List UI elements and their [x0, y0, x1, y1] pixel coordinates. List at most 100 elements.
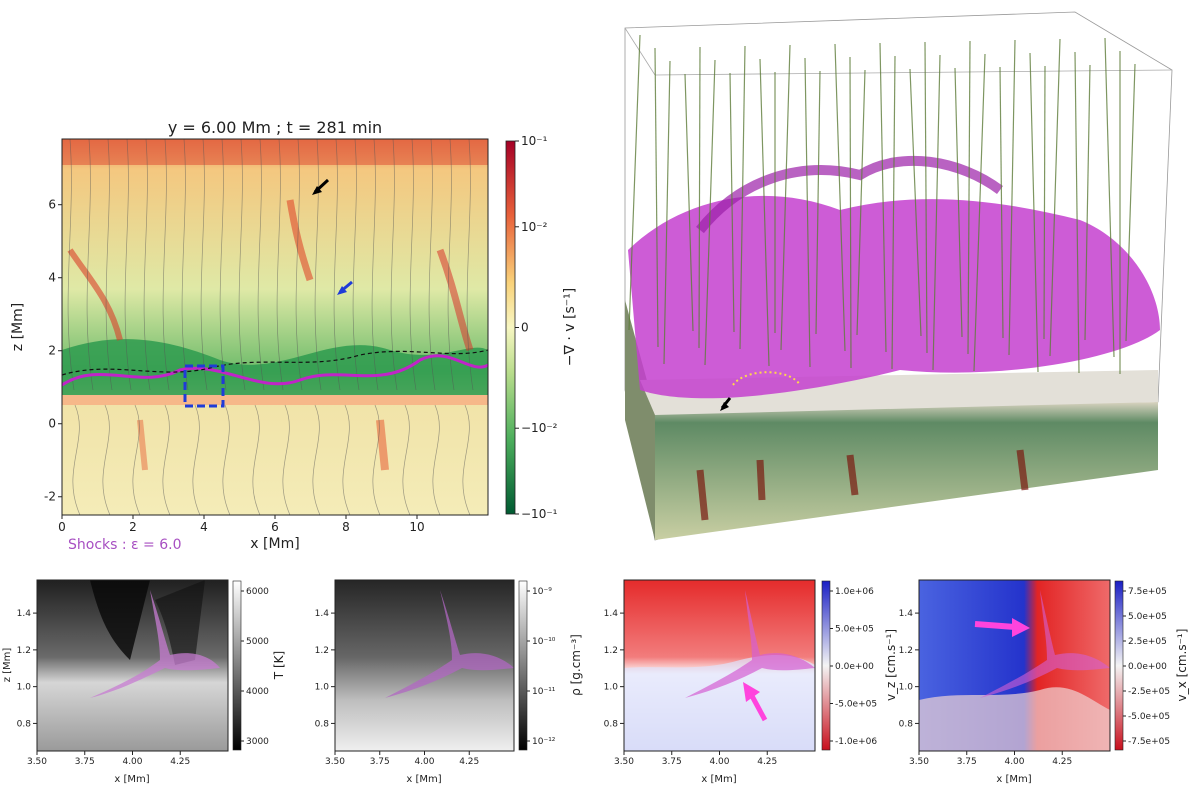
- field-line: [222, 404, 231, 515]
- panel-x-tick-label: 3.50: [27, 757, 47, 767]
- vx-colorbar-label: v_x [cm.s⁻¹]: [1175, 629, 1189, 702]
- main-x-tick-label: 0: [58, 520, 66, 534]
- field-line-3d: [780, 44, 791, 351]
- field-line-3d: [834, 43, 846, 352]
- field-line: [314, 139, 322, 391]
- panel-cb-tick-label: -5.0e+05: [1128, 712, 1170, 722]
- density-chart: 3.50 3.75 4.00 4.25 0.81.01.21.4 10⁻⁹10⁻¹⁰1…: [315, 579, 583, 785]
- panel-cb-tick-label: 3000: [246, 737, 269, 747]
- field-line-3d: [628, 34, 641, 331]
- main-ylabel: z [Mm]: [10, 303, 26, 351]
- field-line-3d: [759, 58, 770, 367]
- main-cb-tick-label: 0: [521, 321, 529, 335]
- field-line-3d: [804, 57, 811, 368]
- field-line: [312, 404, 321, 515]
- vx-arrow: [974, 621, 1016, 630]
- panel-x-tick-label: 3.50: [909, 757, 929, 767]
- panel-cb-tick-label: 1.0e+06: [835, 587, 874, 597]
- panel-cb-tick-label: 0.0e+00: [835, 662, 874, 672]
- vx-y-axis: 0.8 1.0 1.2 1.4: [899, 609, 919, 729]
- temperature-ylabel: z [Mm]: [2, 648, 13, 683]
- panel-x-tick-label: 4.25: [459, 757, 479, 767]
- panel-x-tick-label: 4.25: [170, 757, 190, 767]
- temperature-x-axis: 3.50 3.75 4.00 4.25: [27, 751, 190, 767]
- panel-cb-tick-label: -2.5e+05: [1128, 687, 1170, 697]
- highlight-box: [183, 364, 225, 408]
- field-line-3d: [1074, 51, 1080, 374]
- field-line: [432, 404, 441, 515]
- field-line-3d: [698, 46, 701, 349]
- panel-y-tick-label: 0.8: [315, 719, 330, 729]
- field-line-3d: [999, 66, 1004, 339]
- field-line: [466, 139, 474, 391]
- field-line-3d: [1084, 64, 1091, 341]
- panel-cb-tick-label: 10⁻¹²: [532, 737, 556, 747]
- panel-cb-tick-label: -1.0e+06: [835, 737, 877, 747]
- main-title: y = 6.00 Mm ; t = 281 min: [168, 118, 382, 137]
- main-colorbar-ticks: 10⁻¹ 10⁻² 0 −10⁻² −10⁻¹: [515, 134, 558, 521]
- panel-cb-tick-label: -7.5e+05: [1128, 737, 1170, 747]
- panel-cb-tick-label: 7.5e+05: [1128, 587, 1167, 597]
- field-line: [333, 139, 341, 391]
- panel-cb-tick-label: 0.0e+00: [1128, 662, 1167, 672]
- panel-x-tick-label: 4.00: [414, 757, 434, 767]
- main-y-tick-label: 0: [48, 417, 56, 431]
- panel-x-tick-label: 4.00: [709, 757, 729, 767]
- panel-x-tick-label: 3.75: [957, 757, 977, 767]
- panel-y-tick-label: 1.2: [17, 646, 31, 656]
- field-line-3d: [1008, 39, 1016, 356]
- field-line-3d: [932, 54, 941, 371]
- field-line-3d: [973, 53, 986, 372]
- vz-xlabel: x [Mm]: [701, 774, 736, 785]
- density-y-axis: 0.8 1.0 1.2 1.4: [315, 609, 335, 729]
- main-y-tick-label: 2: [48, 344, 56, 358]
- panel-x-tick-label: 4.00: [122, 757, 142, 767]
- panel-y-tick-label: 0.8: [899, 719, 914, 729]
- panel-cb-tick-label: 10⁻⁹: [532, 587, 552, 597]
- field-line-3d: [954, 67, 963, 338]
- panel-y-tick-label: 1.4: [315, 609, 330, 619]
- temperature-chart: 3.50 3.75 4.00 4.25 0.8 1.0 1.2 1.4 6000 5000 40…: [2, 579, 286, 785]
- main-heatmap: [62, 139, 488, 515]
- temperature-y-axis: 0.8 1.0 1.2 1.4: [17, 609, 37, 729]
- panel-x-tick-label: 4.00: [1004, 757, 1024, 767]
- panel-y-tick-label: 1.0: [604, 683, 619, 693]
- field-line: [238, 139, 246, 391]
- field-line-3d: [684, 73, 694, 332]
- vx-colorbar-ticks: 7.5e+05 5.0e+05 2.5e+05 0.0e+00 -2.5e+05 -5.0…: [1123, 587, 1170, 747]
- vz-colorbar-ticks: 1.0e+06 5.0e+05 0.0e+00 -5.0e+05 -1.0e+06: [830, 587, 877, 747]
- density-colorbar-ticks: 10⁻⁹ 10⁻¹⁰ 10⁻¹¹ 10⁻¹²: [527, 587, 556, 747]
- main-cb-tick-label: 10⁻¹: [521, 134, 548, 148]
- field-line: [67, 139, 75, 391]
- field-line: [342, 404, 351, 515]
- field-line-3d: [1104, 37, 1115, 358]
- density-colorbar-label: ρ [g.cm⁻³]: [569, 634, 583, 696]
- field-line: [295, 139, 303, 391]
- field-line: [276, 139, 284, 391]
- field-line: [181, 139, 189, 391]
- vz-chart: 3.50 3.75 4.00 4.25 0.8 1.0 1.2 1.4 1.0e+06 5.0…: [604, 579, 898, 785]
- field-line-3d: [967, 40, 971, 355]
- field-line-3d: [1043, 65, 1046, 340]
- panel-cb-tick-label: 2.5e+05: [1128, 637, 1167, 647]
- panel-x-tick-label: 3.75: [75, 757, 95, 767]
- main-y-tick-label: 4: [48, 271, 56, 285]
- field-line-3d: [849, 56, 852, 369]
- field-line-3d: [909, 68, 922, 337]
- field-line: [124, 139, 132, 391]
- shocks-legend: Shocks : ε = 6.0: [68, 537, 182, 553]
- field-line: [252, 404, 261, 515]
- density-x-axis: 3.50 3.75 4.00 4.25: [325, 751, 479, 767]
- field-line: [402, 404, 411, 515]
- field-line-3d: [704, 59, 716, 366]
- temperature-xlabel: x [Mm]: [114, 774, 149, 785]
- panel-x-tick-label: 3.75: [662, 757, 682, 767]
- field-line-3d: [815, 70, 821, 335]
- main-xlabel: x [Mm]: [250, 536, 299, 552]
- main-x-tick-label: 10: [409, 520, 424, 534]
- panel-y-tick-label: 1.4: [604, 609, 619, 619]
- panel-x-tick-label: 4.25: [1052, 757, 1072, 767]
- main-x-tick-label: 8: [342, 520, 350, 534]
- main-x-axis: 0 2 4 6 8 10: [58, 515, 425, 534]
- field-line: [72, 404, 81, 515]
